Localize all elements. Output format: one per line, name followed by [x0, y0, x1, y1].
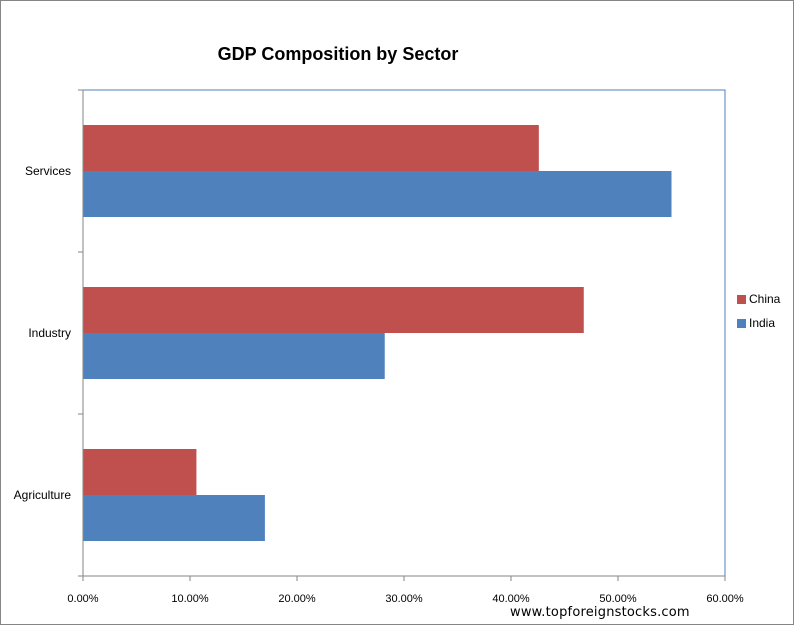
category-label-services: Services	[25, 164, 71, 178]
legend-label-china: China	[749, 292, 781, 306]
legend-swatch-india	[737, 319, 746, 328]
x-tick-label: 50.00%	[599, 593, 637, 605]
x-tick-label: 0.00%	[67, 593, 98, 605]
x-tick-label: 10.00%	[171, 593, 209, 605]
bar-india-agriculture	[83, 495, 265, 541]
legend-label-india: India	[749, 316, 775, 330]
x-tick-label: 40.00%	[492, 593, 530, 605]
x-tick-label: 30.00%	[385, 593, 423, 605]
bar-china-industry	[83, 287, 584, 333]
x-tick-label: 60.00%	[706, 593, 744, 605]
x-tick-label: 20.00%	[278, 593, 316, 605]
watermark-text: www.topforeignstocks.com	[510, 605, 690, 620]
category-label-agriculture: Agriculture	[14, 488, 72, 502]
bar-india-industry	[83, 333, 385, 379]
bar-china-agriculture	[83, 449, 197, 495]
bar-china-services	[83, 125, 539, 171]
category-label-industry: Industry	[28, 326, 71, 340]
bar-india-services	[83, 171, 672, 217]
legend-swatch-china	[737, 295, 746, 304]
chart-title: GDP Composition by Sector	[217, 44, 459, 64]
